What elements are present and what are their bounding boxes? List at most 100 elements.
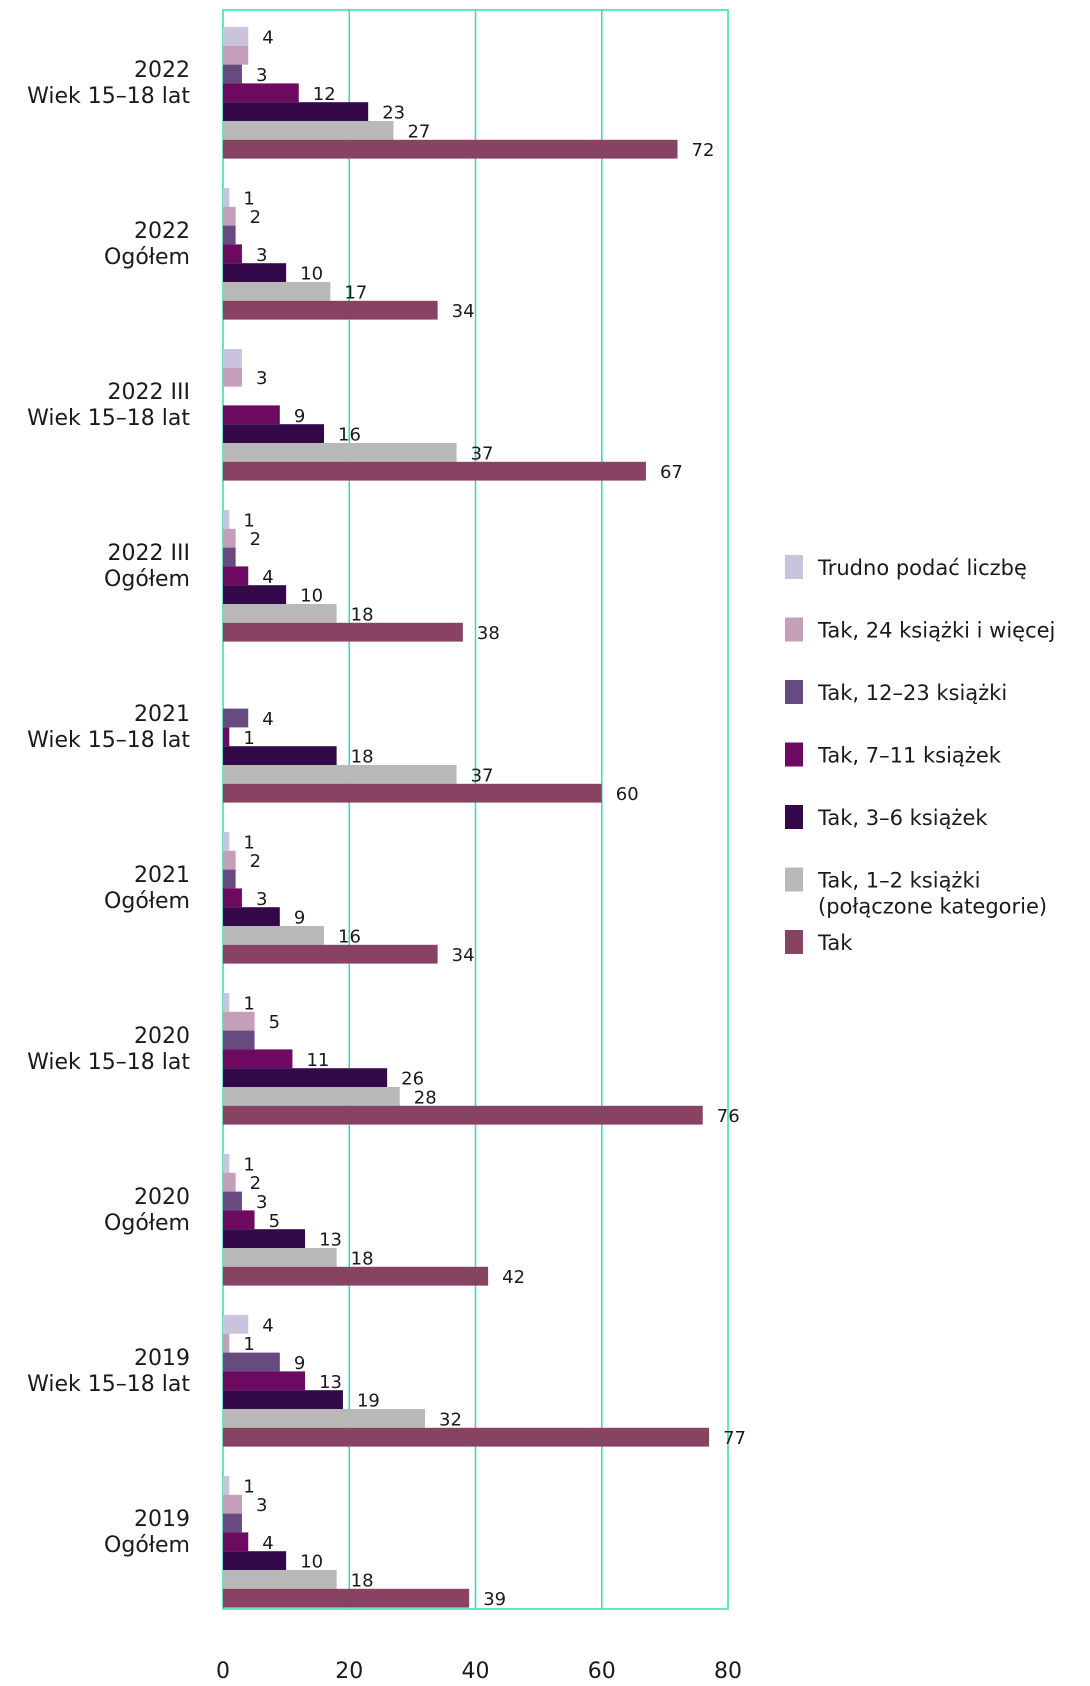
bar xyxy=(223,1068,388,1087)
value-label: 1 xyxy=(243,510,254,531)
value-label: 4 xyxy=(262,567,273,588)
value-label: 28 xyxy=(414,1087,437,1108)
value-label: 72 xyxy=(692,140,715,161)
bar xyxy=(223,263,287,282)
value-label: 17 xyxy=(344,282,367,303)
value-label: 9 xyxy=(294,1353,305,1374)
bar xyxy=(223,424,324,443)
bar xyxy=(223,1229,306,1248)
value-label: 2 xyxy=(250,207,261,228)
bar xyxy=(223,783,602,803)
category-label-line1: 2019 xyxy=(134,1346,190,1371)
category-label-line1: 2022 xyxy=(134,219,190,244)
category-label-line1: 2022 III xyxy=(108,541,190,566)
value-label: 12 xyxy=(313,84,336,105)
value-label: 9 xyxy=(294,908,305,929)
bar xyxy=(223,45,249,65)
value-label: 2 xyxy=(250,851,261,872)
value-label: 5 xyxy=(269,1012,280,1033)
value-label: 3 xyxy=(256,65,267,86)
bar xyxy=(223,1087,400,1106)
value-label: 39 xyxy=(483,1589,506,1610)
bar xyxy=(223,1030,255,1050)
legend-label: Tak, 12–23 książki xyxy=(817,681,1007,705)
value-label: 16 xyxy=(338,926,361,947)
bar xyxy=(223,1427,710,1447)
bar xyxy=(223,1513,242,1533)
bar xyxy=(223,604,337,623)
legend-label-line2: (połączone kategorie) xyxy=(818,895,1047,919)
value-label: 16 xyxy=(338,425,361,446)
x-tick-label: 80 xyxy=(714,1659,742,1684)
bar xyxy=(223,727,230,747)
bar xyxy=(223,1154,230,1173)
value-label: 23 xyxy=(382,103,405,124)
category-label-line2: Ogółem xyxy=(104,1211,190,1236)
value-label: 10 xyxy=(300,586,323,607)
bar xyxy=(223,83,299,103)
value-label: 3 xyxy=(256,368,267,389)
category-label-line1: 2021 xyxy=(134,863,190,888)
bar xyxy=(223,1570,337,1589)
bar xyxy=(223,1210,255,1230)
legend-label: Tak, 24 książki i więcej xyxy=(817,619,1055,643)
bar xyxy=(223,1266,489,1286)
value-label: 1 xyxy=(243,1154,254,1175)
category-label-line2: Ogółem xyxy=(104,567,190,592)
legend-label: Tak xyxy=(817,931,853,955)
value-label: 19 xyxy=(357,1391,380,1412)
value-label: 9 xyxy=(294,406,305,427)
value-label: 18 xyxy=(351,747,374,768)
category-label-line2: Wiek 15–18 lat xyxy=(27,1050,190,1075)
value-label: 42 xyxy=(502,1267,525,1288)
bar xyxy=(223,510,230,529)
legend-swatch xyxy=(785,555,803,579)
legend-label: Trudno podać liczbę xyxy=(817,556,1027,580)
bar xyxy=(223,1551,287,1570)
category-label-line2: Wiek 15–18 lat xyxy=(27,406,190,431)
value-label: 2 xyxy=(250,1173,261,1194)
bar xyxy=(223,206,236,226)
value-label: 67 xyxy=(660,462,683,483)
bar xyxy=(223,1494,242,1514)
value-label: 3 xyxy=(256,889,267,910)
value-label: 1 xyxy=(243,1476,254,1497)
bar xyxy=(223,1333,230,1353)
value-label: 34 xyxy=(452,945,475,966)
value-label: 10 xyxy=(300,1552,323,1573)
bar xyxy=(223,244,242,264)
bar xyxy=(223,907,280,926)
value-labels: 4312232772123101734391637671241018384118… xyxy=(243,27,746,1610)
value-label: 37 xyxy=(471,765,494,786)
bar xyxy=(223,1248,337,1267)
category-label-line2: Ogółem xyxy=(104,889,190,914)
value-label: 4 xyxy=(262,1533,273,1554)
bar xyxy=(223,1371,306,1391)
bar xyxy=(223,1315,249,1334)
bar xyxy=(223,888,242,908)
bar xyxy=(223,926,324,945)
bar xyxy=(223,765,457,784)
legend-label: Tak, 3–6 książek xyxy=(817,806,988,830)
bar xyxy=(223,1532,249,1552)
value-label: 5 xyxy=(269,1211,280,1232)
bar xyxy=(223,1352,280,1372)
bar xyxy=(223,850,236,870)
bar xyxy=(223,1105,703,1125)
category-label-line1: 2022 xyxy=(134,58,190,83)
value-label: 11 xyxy=(306,1050,329,1071)
category-label-line2: Wiek 15–18 lat xyxy=(27,84,190,109)
category-label-line1: 2021 xyxy=(134,702,190,727)
bar xyxy=(223,1011,255,1031)
value-label: 18 xyxy=(351,604,374,625)
category-label-line1: 2019 xyxy=(134,1507,190,1532)
bar xyxy=(223,188,230,207)
bar xyxy=(223,993,230,1012)
category-label-line2: Ogółem xyxy=(104,1533,190,1558)
bar xyxy=(223,832,230,851)
bar xyxy=(223,1191,242,1211)
value-label: 60 xyxy=(616,784,639,805)
value-label: 37 xyxy=(471,443,494,464)
